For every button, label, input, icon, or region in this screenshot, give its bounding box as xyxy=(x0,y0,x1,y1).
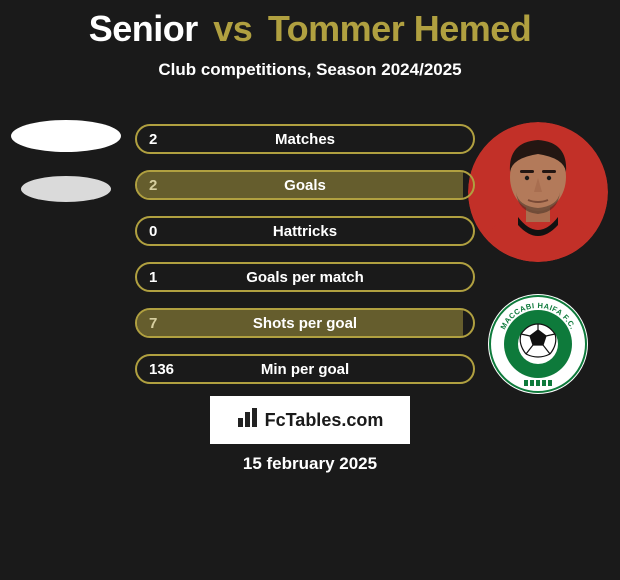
player2-club-badge: MACCABI HAIFA F.C. xyxy=(488,294,588,394)
stat-row: 136 Min per goal xyxy=(135,354,475,384)
player2-name: Tommer Hemed xyxy=(268,8,531,49)
stat-label: Goals per match xyxy=(137,269,473,286)
player1-photo-placeholder xyxy=(11,120,121,152)
player1-name: Senior xyxy=(89,8,198,49)
stat-left-value: 2 xyxy=(137,131,177,148)
stat-row: 2 Goals xyxy=(135,170,475,200)
subtitle: Club competitions, Season 2024/2025 xyxy=(0,60,620,80)
comparison-title: Senior vs Tommer Hemed xyxy=(0,0,620,50)
stat-left-value: 0 xyxy=(137,223,177,240)
stat-row: 1 Goals per match xyxy=(135,262,475,292)
fctables-text: FcTables.com xyxy=(265,410,384,431)
stat-left-value: 136 xyxy=(137,361,177,378)
stat-row: 7 Shots per goal xyxy=(135,308,475,338)
date-label: 15 february 2025 xyxy=(0,454,620,474)
stats-table: 2 Matches 2 Goals 0 Hattricks 1 Goals pe… xyxy=(135,124,475,400)
stat-row: 0 Hattricks xyxy=(135,216,475,246)
vs-label: vs xyxy=(213,8,252,49)
stat-left-bar xyxy=(137,310,463,336)
player2-column: MACCABI HAIFA F.C. xyxy=(465,122,610,394)
stat-left-bar xyxy=(137,172,463,198)
stat-label: Hattricks xyxy=(137,223,473,240)
stat-label: Matches xyxy=(137,131,473,148)
fctables-logo: FcTables.com xyxy=(210,396,410,444)
fctables-icon xyxy=(237,408,259,433)
player1-club-placeholder xyxy=(21,176,111,202)
player1-column xyxy=(8,120,123,202)
stat-label: Min per goal xyxy=(137,361,473,378)
stat-row: 2 Matches xyxy=(135,124,475,154)
stat-left-value: 1 xyxy=(137,269,177,286)
player2-photo xyxy=(468,122,608,262)
